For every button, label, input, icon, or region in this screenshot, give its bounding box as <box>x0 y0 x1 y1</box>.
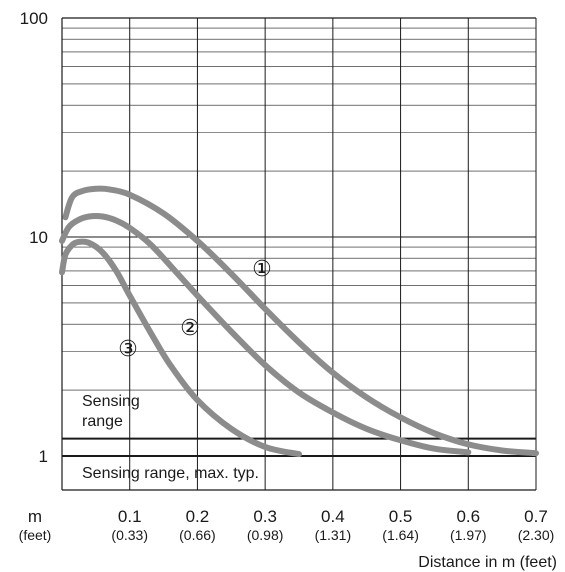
x-tick-sublabel: (1.64) <box>382 527 419 543</box>
series-curve-3 <box>59 238 302 458</box>
series-curves: ① ② ③ <box>59 185 539 458</box>
x-tick-sublabel: (0.66) <box>179 527 216 543</box>
x-axis-title: Distance in m (feet) <box>418 554 557 571</box>
series-curve-1 <box>62 185 539 457</box>
grid: 1 10 100 0.1(0.33) 0.2(0.66) 0.3(0.98) 0.4(1.3… <box>20 9 555 543</box>
sensing-range-label-line1: Sensing <box>82 393 140 410</box>
labels: Sensing range Sensing range, max. typ. m… <box>19 393 557 571</box>
x-tick-label: 0.7 <box>524 507 548 526</box>
x-tick-label: 0.4 <box>321 507 345 526</box>
x-tick-label: 0.1 <box>118 507 142 526</box>
y-tick-label: 1 <box>39 447 48 466</box>
x-unit-sub-label: (feet) <box>19 527 52 543</box>
x-tick-sublabel: (0.33) <box>111 527 148 543</box>
series-label-2: ② <box>180 316 200 341</box>
sensing-range-max-label: Sensing range, max. typ. <box>82 465 259 482</box>
series-label-3: ③ <box>118 337 138 362</box>
x-tick-sublabel: (0.98) <box>247 527 284 543</box>
y-tick-label: 10 <box>29 228 48 247</box>
x-tick-sublabel: (2.30) <box>518 527 555 543</box>
x-tick-sublabel: (1.97) <box>450 527 487 543</box>
sensing-range-label-line2: range <box>82 413 123 430</box>
x-tick-sublabel: (1.31) <box>315 527 352 543</box>
y-tick-label: 100 <box>20 9 48 28</box>
x-tick-label: 0.6 <box>456 507 480 526</box>
x-tick-label: 0.2 <box>186 507 210 526</box>
series-curve-2 <box>59 213 472 456</box>
series-label-1: ① <box>252 257 272 282</box>
x-tick-label: 0.5 <box>389 507 413 526</box>
x-unit-label: m <box>28 507 42 526</box>
x-tick-label: 0.3 <box>253 507 277 526</box>
